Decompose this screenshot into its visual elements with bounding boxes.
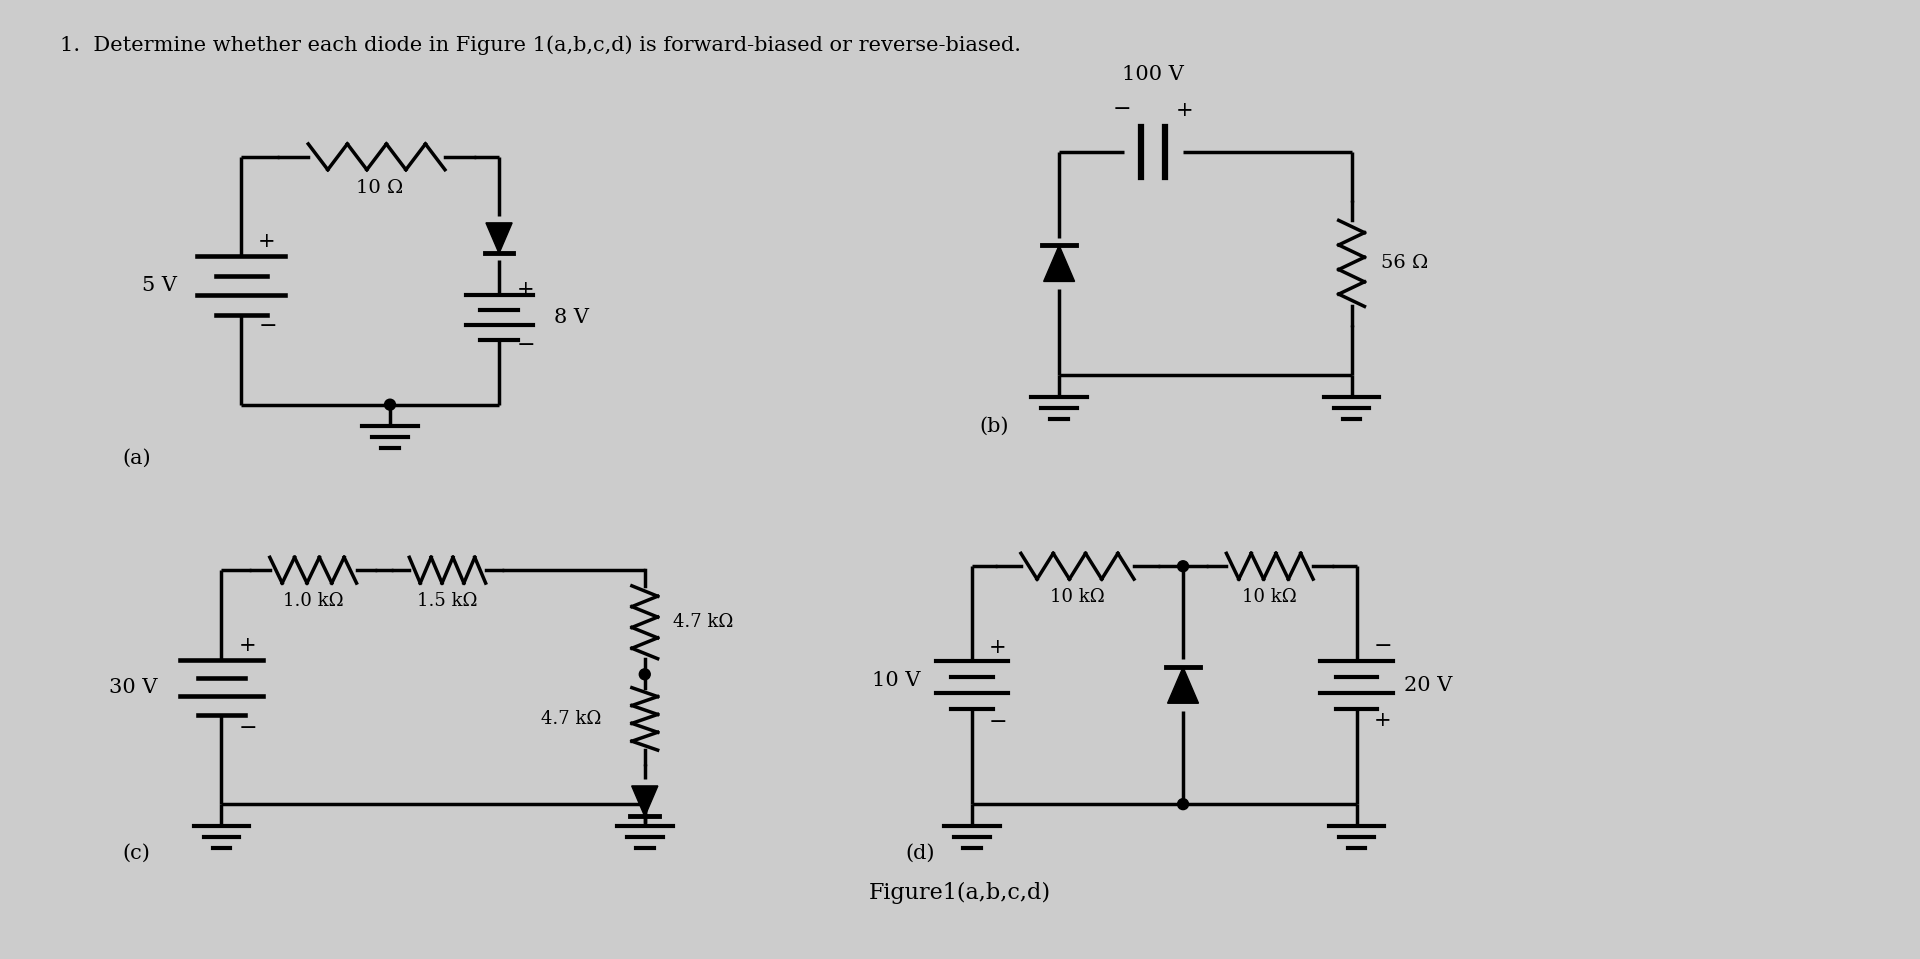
Text: +: + [257, 232, 276, 251]
Text: 20 V: 20 V [1404, 676, 1453, 694]
Text: 10 Ω: 10 Ω [357, 178, 403, 197]
Text: 10 V: 10 V [872, 670, 920, 690]
Text: 56 Ω: 56 Ω [1380, 254, 1428, 272]
Polygon shape [1167, 667, 1198, 703]
Text: +: + [1373, 712, 1390, 731]
Text: 1.0 kΩ: 1.0 kΩ [282, 592, 344, 610]
Text: 10 kΩ: 10 kΩ [1050, 588, 1104, 606]
Circle shape [384, 399, 396, 410]
Circle shape [639, 668, 651, 680]
Text: 4.7 kΩ: 4.7 kΩ [672, 613, 733, 631]
Text: (d): (d) [906, 844, 935, 863]
Text: +: + [516, 280, 534, 299]
Text: (c): (c) [123, 844, 150, 863]
Text: −: − [238, 716, 257, 738]
Text: −: − [989, 712, 1008, 734]
Text: +: + [1177, 101, 1194, 120]
Text: +: + [238, 636, 255, 655]
Text: −: − [516, 334, 536, 356]
Text: 10 kΩ: 10 kΩ [1242, 588, 1298, 606]
Text: +: + [989, 638, 1006, 657]
Text: 8 V: 8 V [553, 308, 589, 327]
Text: (a): (a) [123, 449, 152, 468]
Text: 30 V: 30 V [109, 678, 157, 696]
Polygon shape [1044, 246, 1075, 281]
Text: 1.  Determine whether each diode in Figure 1(a,b,c,d) is forward-biased or rever: 1. Determine whether each diode in Figur… [60, 35, 1021, 55]
Text: Figure1(a,b,c,d): Figure1(a,b,c,d) [870, 882, 1050, 904]
Polygon shape [486, 222, 513, 253]
Text: 5 V: 5 V [142, 276, 177, 295]
Text: 1.5 kΩ: 1.5 kΩ [417, 592, 478, 610]
Circle shape [1177, 799, 1188, 809]
Text: (b): (b) [979, 416, 1010, 435]
Text: −: − [1373, 635, 1392, 657]
Circle shape [1177, 561, 1188, 572]
Polygon shape [632, 786, 659, 816]
Text: 4.7 kΩ: 4.7 kΩ [541, 710, 601, 728]
Text: 100 V: 100 V [1123, 65, 1185, 84]
Text: −: − [257, 315, 276, 337]
Text: −: − [1112, 98, 1131, 120]
